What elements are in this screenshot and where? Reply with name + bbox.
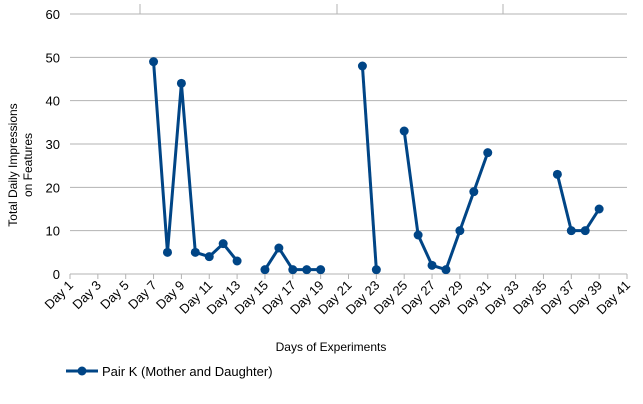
- y-tick-label: 40: [46, 94, 60, 109]
- data-point: [176, 78, 186, 88]
- x-tick-label: Day 1: [41, 278, 76, 313]
- x-tick-label: Day 7: [125, 278, 160, 313]
- data-point: [260, 265, 270, 275]
- legend-swatch-marker: [77, 366, 87, 376]
- data-point: [483, 148, 493, 158]
- y-axis-title-line-1: Total Daily Impressions: [6, 103, 20, 226]
- data-point: [204, 252, 214, 262]
- series-line: [402, 130, 490, 272]
- x-tick-label: Day 3: [69, 278, 104, 313]
- series-line: [555, 173, 601, 233]
- y-tick-label: 60: [46, 7, 60, 22]
- data-point: [413, 230, 423, 240]
- y-tick-label: 10: [46, 224, 60, 239]
- x-tick-label: Day 5: [97, 278, 132, 313]
- y-tick-label: 50: [46, 50, 60, 65]
- y-tick-label: 20: [46, 180, 60, 195]
- y-tick-label: 30: [46, 137, 60, 152]
- legend-label: Pair K (Mother and Daughter): [102, 364, 273, 379]
- data-point: [218, 239, 228, 249]
- data-point: [302, 265, 312, 275]
- data-point: [469, 187, 479, 197]
- y-tick-label: 0: [53, 267, 60, 282]
- legend: Pair K (Mother and Daughter): [66, 364, 273, 379]
- data-point: [399, 126, 409, 136]
- data-point: [274, 243, 284, 253]
- data-point: [594, 204, 604, 214]
- data-point: [455, 226, 465, 236]
- x-axis-title: Days of Experiments: [276, 340, 387, 354]
- data-point: [427, 260, 437, 270]
- data-point: [162, 247, 172, 257]
- data-point: [288, 265, 298, 275]
- series-line: [360, 65, 378, 270]
- series-plot: [149, 57, 604, 275]
- data-point: [371, 265, 381, 275]
- data-point: [566, 226, 576, 236]
- data-point: [441, 265, 451, 275]
- data-point: [580, 226, 590, 236]
- y-axis-title-line-2: on Features: [21, 133, 35, 197]
- data-point: [552, 169, 562, 179]
- data-point: [190, 247, 200, 257]
- data-point: [357, 61, 367, 71]
- data-point: [149, 57, 159, 67]
- y-axis-ticks: 0 10 20 30 40 50 60: [46, 7, 60, 282]
- data-point: [316, 265, 326, 275]
- gridlines: [70, 4, 627, 275]
- data-point: [232, 256, 242, 266]
